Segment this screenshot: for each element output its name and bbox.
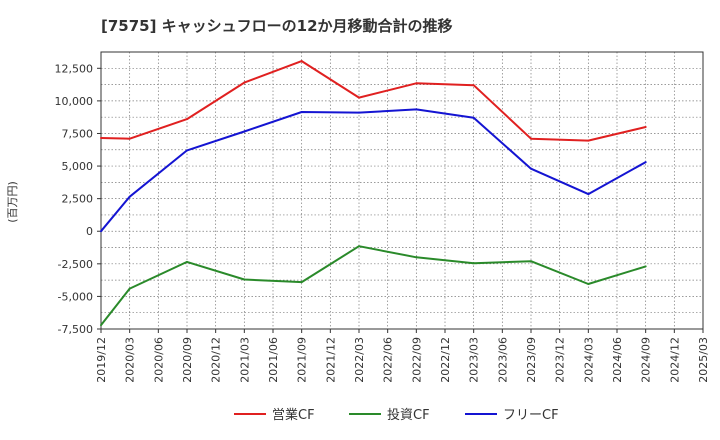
data-point-free-cf [358,111,360,114]
x-tick-label: 2020/12 [210,337,223,383]
y-tick-label: 5,000 [62,160,94,173]
y-tick-label: 7,500 [62,127,94,140]
legend-label-operating-cf: 営業CF [272,407,315,423]
y-tick-label: -2,500 [58,258,93,271]
y-axis-label: (百万円) [6,181,19,223]
data-point-investing-cf [358,245,360,248]
x-axis-ticks: 2019/12 2020/03 2020/06 2020/09 2020/12 2021/… [95,329,710,383]
x-tick-label: 2020/06 [152,337,165,383]
legend-label-investing-cf: 投資CF [387,407,430,423]
series-line-investing-cf [100,245,646,326]
data-point-free-cf [300,110,303,113]
data-point-investing-cf [415,256,418,259]
data-point-free-cf [644,161,647,164]
gridlines [101,52,703,329]
data-point-free-cf [243,130,246,133]
y-tick-label: 0 [86,225,93,238]
data-point-operating-cf [300,60,303,63]
data-point-investing-cf [100,324,102,327]
x-tick-label: 2019/12 [95,337,108,383]
x-tick-label: 2022/09 [410,337,423,383]
x-tick-label: 2023/06 [496,337,509,383]
y-tick-label: -5,000 [58,290,93,303]
data-point-free-cf [472,116,475,119]
x-tick-label: 2022/06 [382,337,395,383]
y-tick-label: 12,500 [55,62,94,75]
x-tick-label: 2024/12 [668,337,681,383]
x-tick-label: 2023/03 [468,337,481,383]
x-tick-label: 2020/03 [124,337,137,383]
data-point-operating-cf [243,81,246,84]
data-point-investing-cf [186,260,188,263]
data-point-free-cf [415,108,418,111]
data-point-operating-cf [128,137,131,140]
x-tick-label: 2022/12 [439,337,452,383]
data-point-operating-cf [186,118,188,121]
x-tick-label: 2022/03 [353,337,366,383]
x-tick-label: 2021/06 [267,337,280,383]
data-point-investing-cf [644,265,647,268]
data-point-operating-cf [587,139,590,142]
data-point-investing-cf [243,278,246,281]
data-point-operating-cf [100,137,102,140]
series-line-free-cf [100,108,647,232]
x-tick-label: 2025/03 [697,337,710,383]
data-point-operating-cf [530,137,532,140]
x-tick-label: 2021/09 [296,337,309,383]
x-tick-label: 2020/09 [181,337,194,383]
chart-title: [7575] キャッシュフローの12か月移動合計の推移 [101,17,453,35]
x-tick-label: 2021/03 [238,337,251,383]
data-point-free-cf [100,230,102,233]
data-point-investing-cf [587,283,590,286]
series-lines [100,60,647,327]
data-point-operating-cf [358,96,360,99]
x-tick-label: 2021/12 [324,337,337,383]
data-point-investing-cf [530,260,532,263]
y-axis-ticks: 12,500 10,000 7,500 5,000 2,500 0 -2,500 -5,000… [55,62,101,336]
plot-area-border [100,51,704,330]
data-point-investing-cf [300,281,303,284]
data-point-operating-cf [472,84,475,87]
x-tick-label: 2024/06 [611,337,624,383]
y-tick-label: 2,500 [62,193,94,206]
x-tick-label: 2024/09 [640,337,653,383]
data-point-free-cf [186,149,188,152]
data-point-free-cf [530,167,532,170]
legend-label-free-cf: フリーCF [503,408,559,423]
data-point-investing-cf [128,287,131,290]
data-point-operating-cf [415,82,418,85]
y-tick-label: 10,000 [55,95,94,108]
x-tick-label: 2023/12 [554,337,567,383]
x-tick-label: 2024/03 [582,337,595,383]
data-point-free-cf [587,193,590,196]
data-point-investing-cf [472,262,475,265]
legend: 営業CF 投資CF フリーCF [234,407,559,423]
data-point-operating-cf [644,125,647,128]
data-point-free-cf [128,195,131,198]
x-tick-label: 2023/09 [525,337,538,383]
y-tick-label: -7,500 [58,323,93,336]
